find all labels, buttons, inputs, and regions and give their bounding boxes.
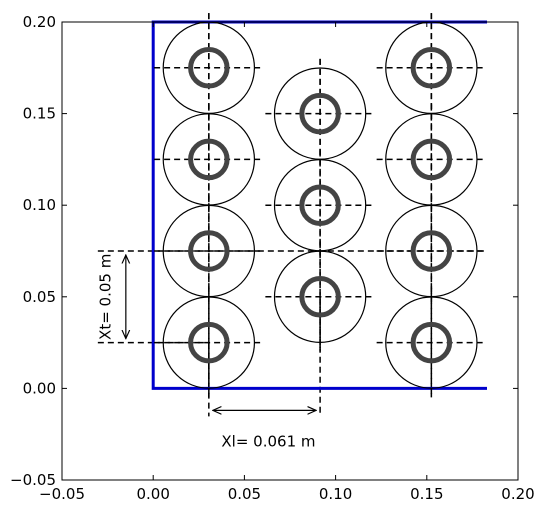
y-tick-label: 0.00 (23, 379, 56, 397)
tube-inner-circle (188, 138, 230, 181)
xl-spacing-label: Xl= 0.061 m (221, 432, 315, 450)
tube-inner-circle (188, 321, 230, 364)
xt-spacing-label: Xt= 0.05 m (96, 254, 114, 340)
tube-inner-circle (299, 276, 341, 318)
tubes-layer (154, 13, 487, 398)
x-tick-label: 0.15 (410, 485, 443, 503)
x-tick-label: 0.05 (228, 485, 261, 503)
y-tick-label: 0.05 (23, 288, 56, 306)
x-tick-label: 0.20 (501, 485, 534, 503)
plot-frame (61, 21, 519, 481)
helper-lines-layer (97, 13, 487, 417)
tube-inner-circle (299, 92, 341, 135)
x-tick-label: 0.00 (136, 485, 169, 503)
y-tick-label: 0.15 (23, 105, 56, 123)
x-tick-label: −0.05 (39, 485, 85, 503)
tube-inner-circle (188, 230, 230, 272)
tube-inner-circle (188, 47, 230, 89)
tube-inner-circle (410, 321, 453, 364)
ticks-layer: −0.05 0.00 0.05 0.10 0.15 0.20 −0.05 0.00 0.05 0.… (10, 13, 535, 503)
y-tick-label: 0.10 (23, 196, 56, 214)
tube-inner-circle (410, 138, 453, 181)
annotations-layer (126, 255, 316, 410)
tube-inner-circle (410, 230, 453, 272)
tube-inner-circle (410, 47, 453, 89)
x-tick-label: 0.10 (319, 485, 352, 503)
tube-inner-circle (299, 184, 341, 226)
y-tick-label: −0.05 (10, 471, 56, 489)
y-tick-label: 0.20 (23, 13, 56, 31)
